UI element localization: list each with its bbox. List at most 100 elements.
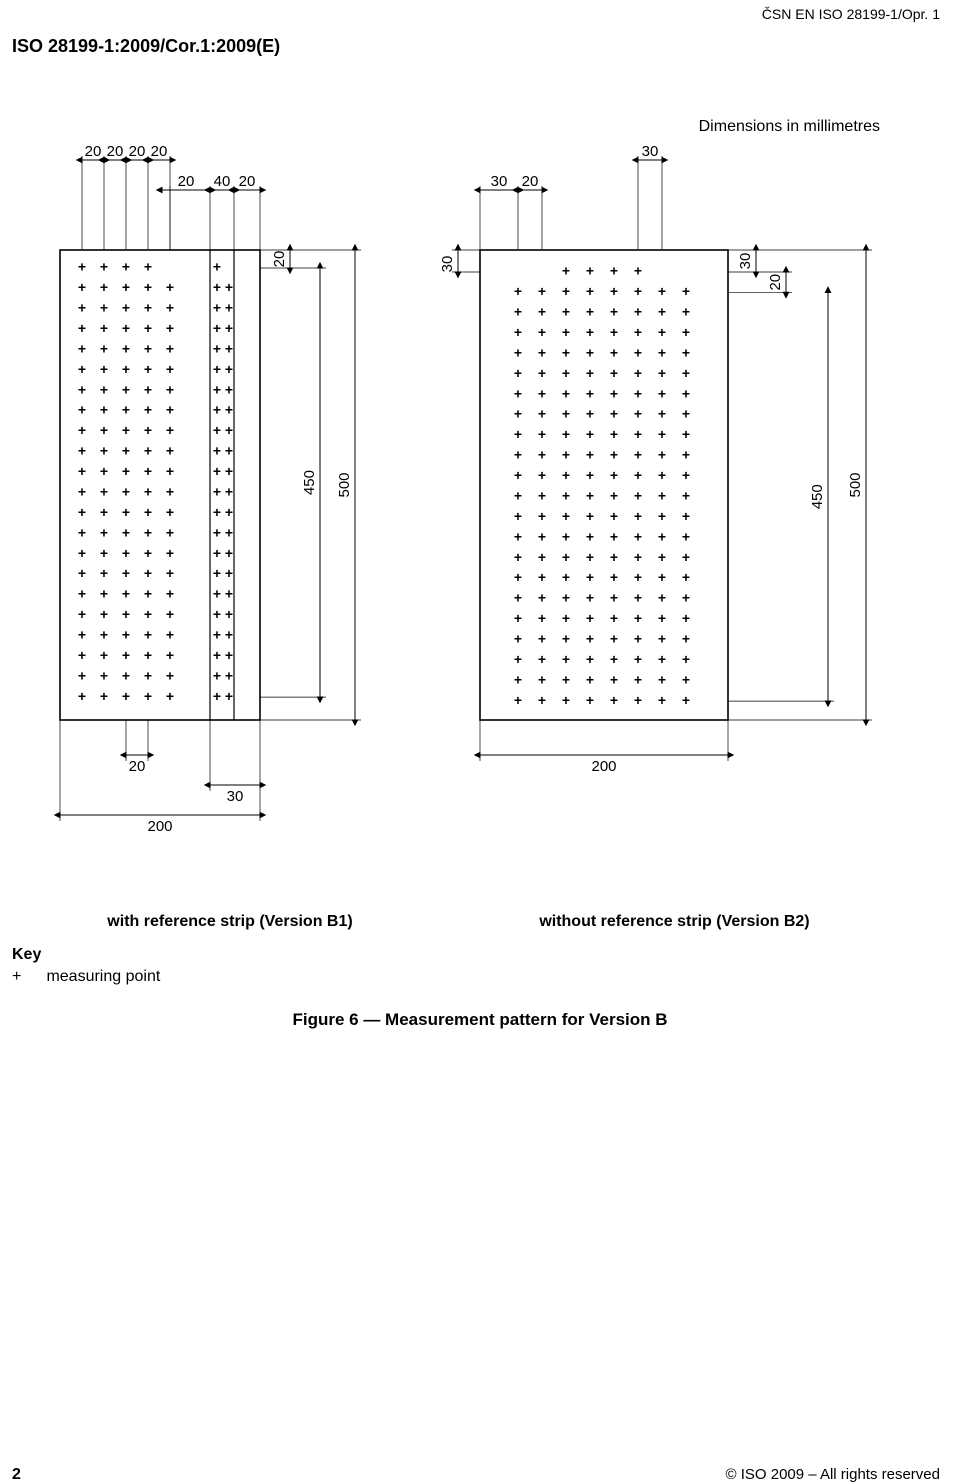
svg-text:450: 450	[809, 484, 826, 509]
svg-text:+: +	[562, 610, 570, 626]
svg-text:+: +	[514, 671, 522, 687]
svg-text:200: 200	[147, 818, 172, 835]
svg-text:+: +	[144, 422, 152, 438]
svg-text:+: +	[634, 385, 642, 401]
svg-text:+: +	[538, 487, 546, 503]
svg-text:+: +	[514, 590, 522, 606]
svg-text:+: +	[514, 365, 522, 381]
svg-text:+: +	[658, 467, 666, 483]
svg-text:+: +	[658, 651, 666, 667]
svg-text:+: +	[213, 320, 221, 336]
svg-text:+: +	[586, 344, 594, 360]
svg-text:+: +	[78, 300, 86, 316]
svg-text:+: +	[634, 671, 642, 687]
svg-text:+: +	[658, 508, 666, 524]
svg-text:+: +	[658, 283, 666, 299]
svg-text:+: +	[225, 586, 233, 602]
svg-text:+: +	[144, 667, 152, 683]
svg-text:+: +	[144, 300, 152, 316]
svg-text:+: +	[538, 569, 546, 585]
svg-text:+: +	[166, 422, 174, 438]
svg-text:+: +	[538, 631, 546, 647]
svg-text:+: +	[658, 631, 666, 647]
svg-text:+: +	[100, 279, 108, 295]
svg-text:+: +	[213, 606, 221, 622]
svg-text:+: +	[610, 426, 618, 442]
svg-text:+: +	[225, 300, 233, 316]
svg-text:+: +	[514, 406, 522, 422]
svg-text:+: +	[658, 385, 666, 401]
page-number: 2	[12, 1466, 21, 1484]
svg-text:450: 450	[301, 470, 318, 495]
svg-text:20: 20	[129, 758, 146, 775]
svg-text:+: +	[610, 365, 618, 381]
svg-text:+: +	[225, 340, 233, 356]
svg-text:+: +	[100, 606, 108, 622]
svg-text:20: 20	[767, 274, 784, 291]
svg-text:+: +	[586, 590, 594, 606]
svg-text:+: +	[144, 340, 152, 356]
svg-text:+: +	[514, 651, 522, 667]
svg-text:+: +	[213, 443, 221, 459]
svg-text:+: +	[213, 647, 221, 663]
svg-text:+: +	[586, 569, 594, 585]
svg-text:+: +	[562, 406, 570, 422]
svg-text:+: +	[225, 504, 233, 520]
svg-text:+: +	[610, 528, 618, 544]
svg-text:+: +	[658, 528, 666, 544]
svg-text:+: +	[166, 688, 174, 704]
svg-text:+: +	[610, 487, 618, 503]
svg-text:+: +	[225, 627, 233, 643]
svg-text:+: +	[514, 283, 522, 299]
svg-text:+: +	[562, 283, 570, 299]
svg-text:+: +	[682, 447, 690, 463]
svg-text:+: +	[610, 549, 618, 565]
svg-text:+: +	[538, 651, 546, 667]
svg-text:+: +	[682, 426, 690, 442]
svg-text:+: +	[538, 385, 546, 401]
figure-title: Figure 6 — Measurement pattern for Versi…	[0, 1010, 960, 1030]
svg-text:+: +	[682, 324, 690, 340]
svg-text:+: +	[144, 627, 152, 643]
svg-text:+: +	[166, 300, 174, 316]
svg-text:+: +	[682, 549, 690, 565]
svg-text:+: +	[682, 508, 690, 524]
svg-text:+: +	[225, 279, 233, 295]
svg-text:+: +	[213, 463, 221, 479]
svg-text:+: +	[122, 340, 130, 356]
svg-text:30: 30	[439, 256, 456, 273]
svg-text:+: +	[610, 569, 618, 585]
svg-text:+: +	[144, 688, 152, 704]
svg-text:+: +	[213, 381, 221, 397]
svg-text:+: +	[634, 426, 642, 442]
svg-text:+: +	[144, 402, 152, 418]
svg-text:+: +	[100, 647, 108, 663]
svg-text:+: +	[562, 590, 570, 606]
svg-text:+: +	[213, 300, 221, 316]
svg-text:+: +	[100, 524, 108, 540]
svg-text:+: +	[514, 508, 522, 524]
svg-text:+: +	[634, 304, 642, 320]
svg-text:+: +	[78, 279, 86, 295]
svg-text:20: 20	[129, 143, 146, 160]
svg-text:+: +	[682, 283, 690, 299]
svg-text:+: +	[514, 528, 522, 544]
svg-text:+: +	[514, 324, 522, 340]
svg-text:+: +	[122, 300, 130, 316]
svg-text:+: +	[78, 667, 86, 683]
svg-text:+: +	[78, 443, 86, 459]
svg-text:+: +	[213, 340, 221, 356]
svg-text:+: +	[682, 631, 690, 647]
svg-text:+: +	[682, 406, 690, 422]
svg-text:+: +	[538, 426, 546, 442]
svg-text:+: +	[538, 467, 546, 483]
svg-text:+: +	[634, 263, 642, 279]
svg-text:+: +	[100, 443, 108, 459]
svg-text:+: +	[144, 463, 152, 479]
svg-text:+: +	[78, 340, 86, 356]
key-block: Key + measuring point	[12, 946, 160, 986]
svg-text:+: +	[682, 467, 690, 483]
svg-text:+: +	[225, 443, 233, 459]
svg-text:+: +	[144, 565, 152, 581]
svg-text:+: +	[610, 590, 618, 606]
